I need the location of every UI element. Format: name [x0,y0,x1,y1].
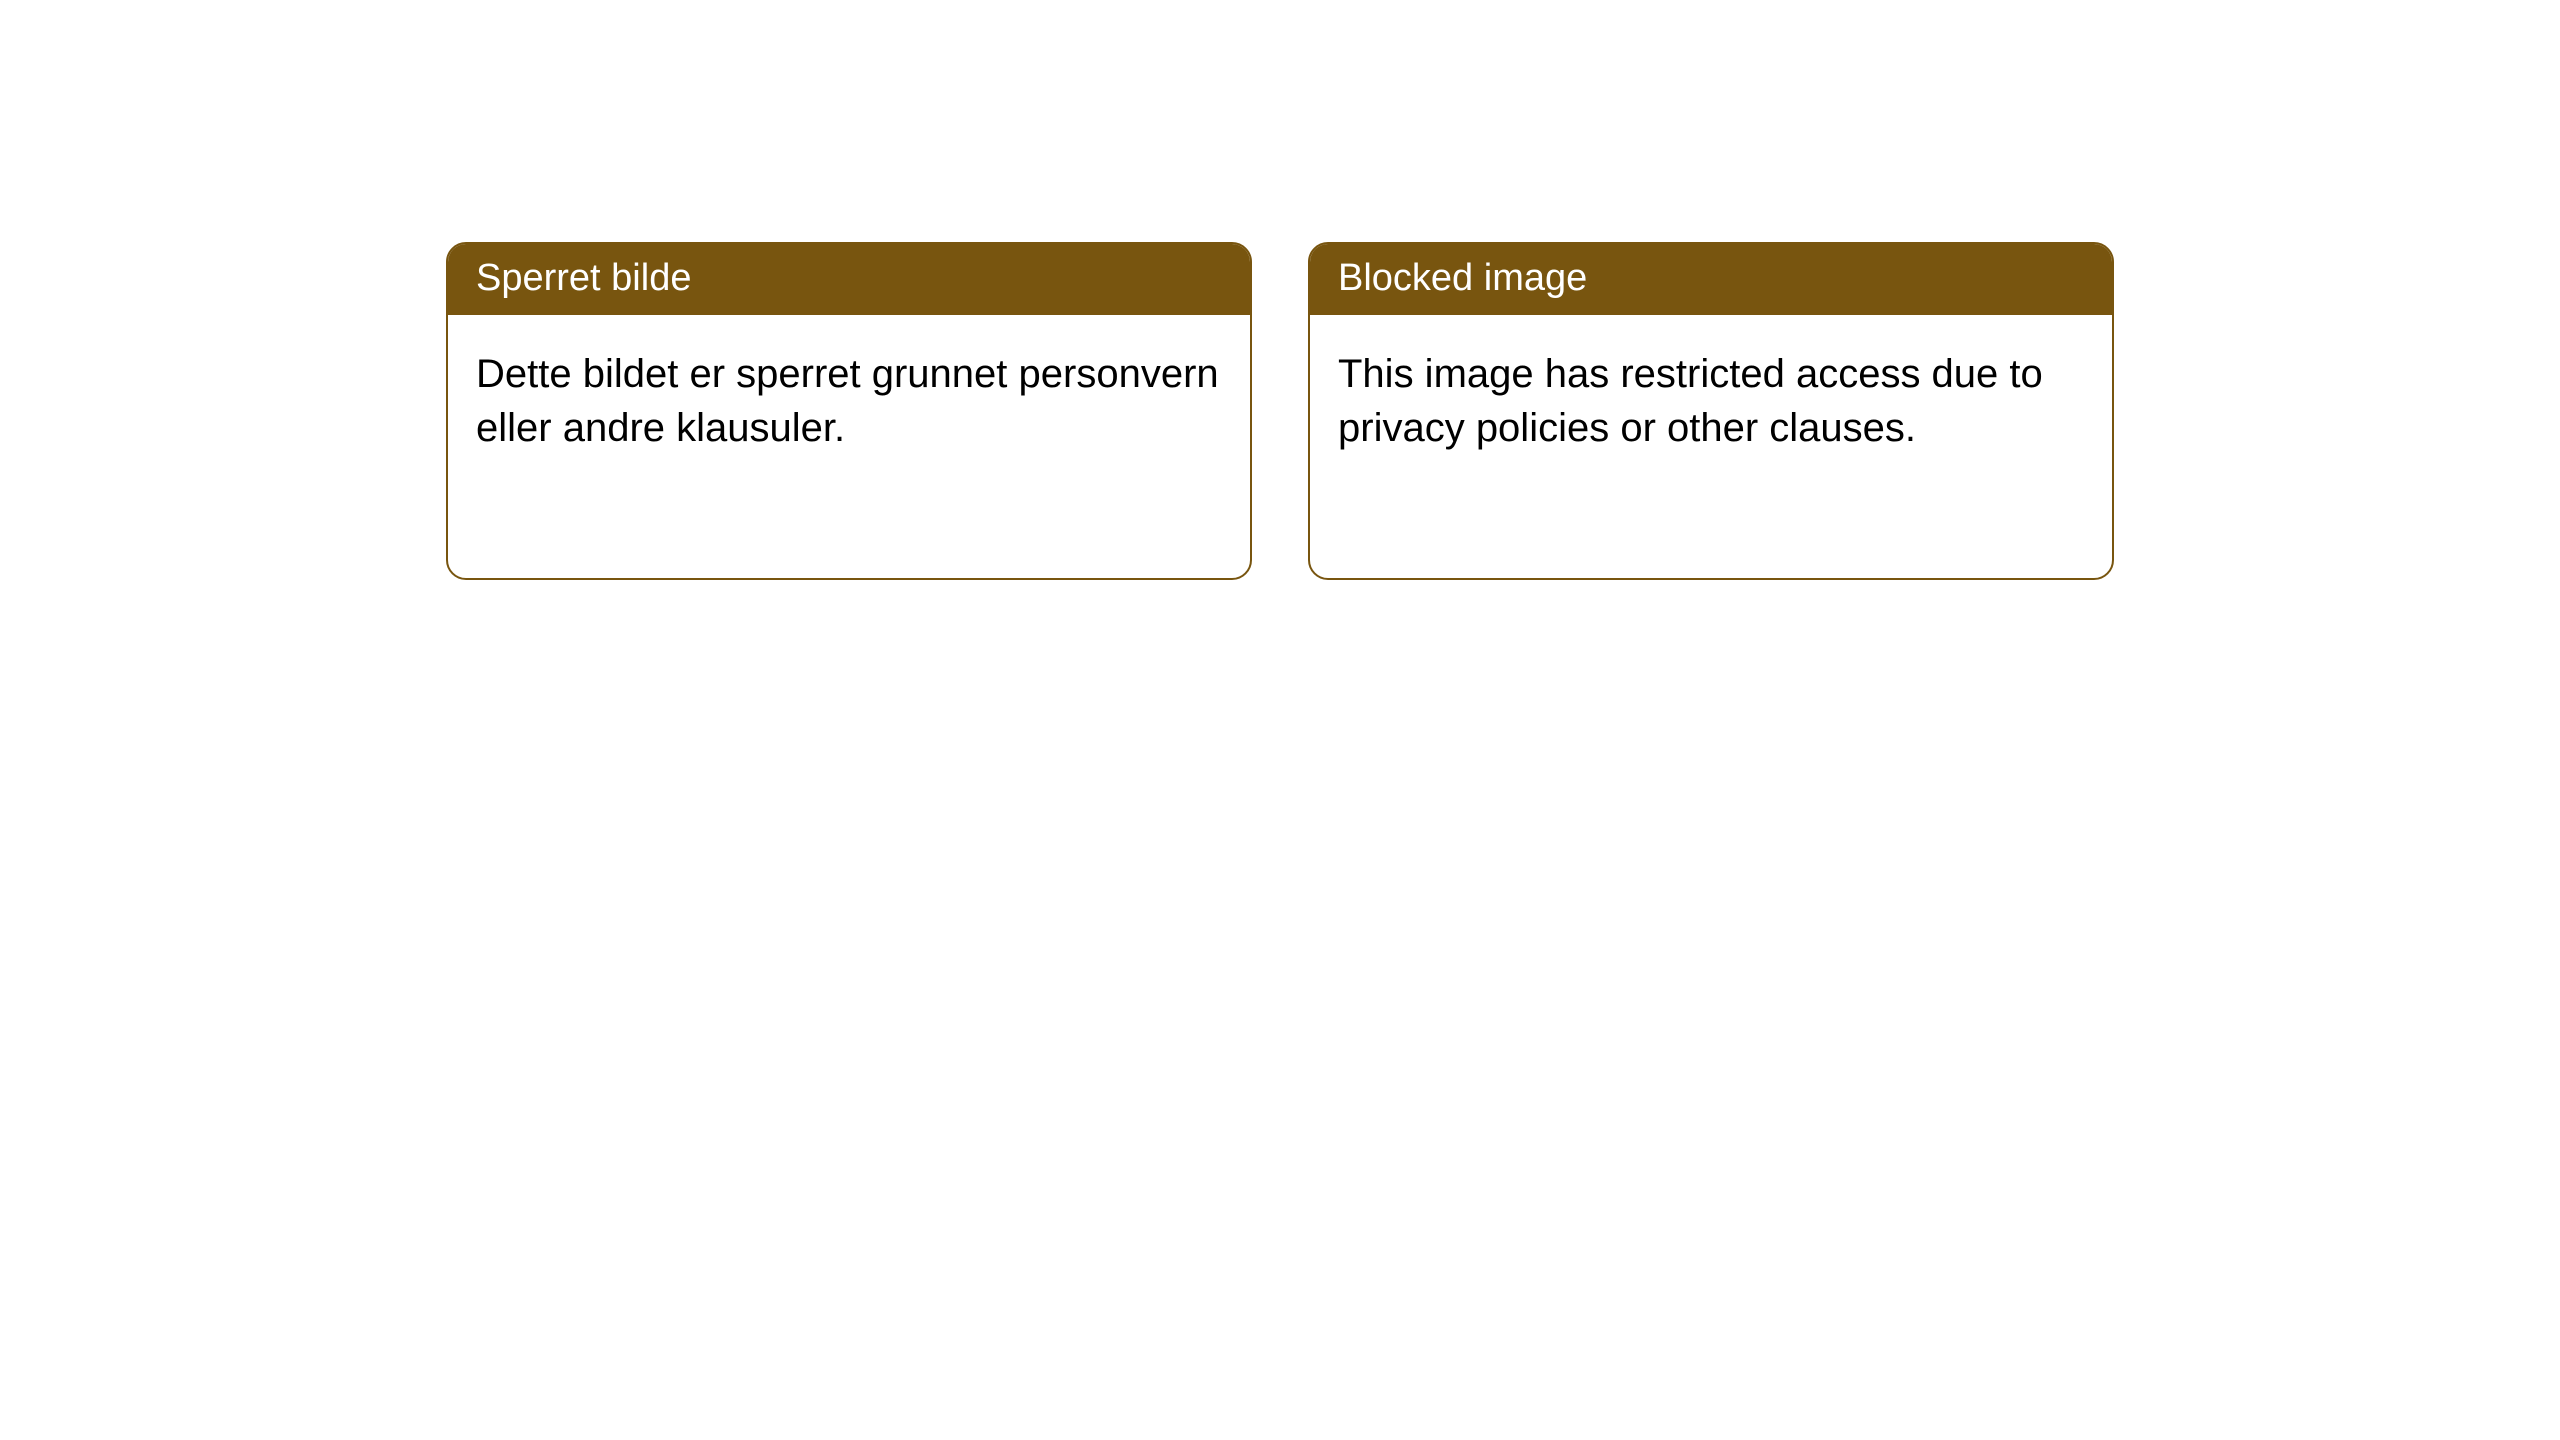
card-norwegian: Sperret bilde Dette bildet er sperret gr… [446,242,1252,580]
card-english: Blocked image This image has restricted … [1308,242,2114,580]
card-header-norwegian: Sperret bilde [448,244,1250,315]
notice-container: Sperret bilde Dette bildet er sperret gr… [446,242,2114,580]
card-header-english: Blocked image [1310,244,2112,315]
card-body-english: This image has restricted access due to … [1310,315,2112,487]
card-body-norwegian: Dette bildet er sperret grunnet personve… [448,315,1250,487]
